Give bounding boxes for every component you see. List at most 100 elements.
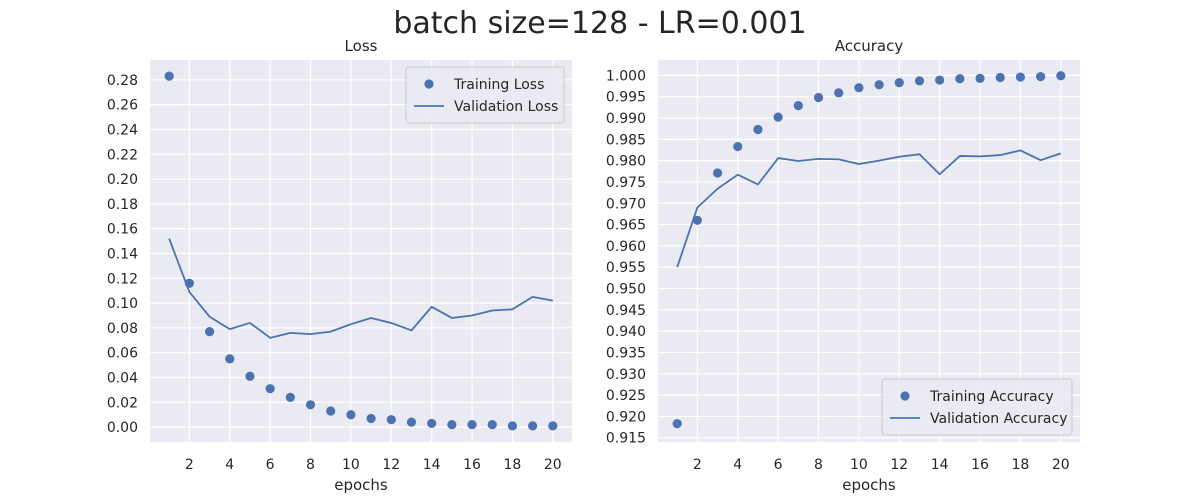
loss-axes: 0.00 0.02 0.04 0.06 0.08 0.10 0.12 0.14 0.16 0.18… <box>107 37 572 494</box>
loss-training-point <box>265 384 275 394</box>
loss-ytick-label: 0.20 <box>107 172 138 188</box>
loss-xtick-label: 16 <box>463 457 481 473</box>
accuracy-legend-marker-swatch <box>900 391 910 401</box>
loss-xtick-label: 14 <box>423 457 441 473</box>
loss-xtick-label: 4 <box>225 457 234 473</box>
accuracy-ytick-label: 0.940 <box>606 324 646 340</box>
loss-training-point <box>467 420 477 430</box>
loss-ytick-label: 0.16 <box>107 222 138 238</box>
loss-xtick-label: 6 <box>266 457 275 473</box>
loss-training-point <box>406 417 417 427</box>
accuracy-xtick-label: 6 <box>774 457 783 473</box>
accuracy-legend-label: Validation Accuracy <box>930 411 1068 427</box>
accuracy-xtick-label: 8 <box>814 457 823 473</box>
loss-training-point <box>225 354 235 364</box>
loss-ytick-label: 0.02 <box>107 395 138 411</box>
accuracy-training-point <box>793 101 803 111</box>
loss-training-point <box>528 421 538 431</box>
accuracy-ytick-label: 0.915 <box>606 431 646 447</box>
loss-legend-box <box>405 66 565 124</box>
accuracy-training-point <box>733 141 743 152</box>
accuracy-training-point <box>1036 72 1046 82</box>
loss-ytick-label: 0.04 <box>107 371 138 387</box>
accuracy-training-point <box>672 419 682 429</box>
loss-ytick-label: 0.18 <box>107 197 138 213</box>
accuracy-training-point <box>773 112 783 122</box>
loss-xtick-label: 10 <box>342 457 360 473</box>
loss-training-point <box>427 418 437 428</box>
accuracy-xtick-label: 10 <box>850 457 868 473</box>
accuracy-xlabel: epochs <box>842 476 896 494</box>
accuracy-xtick-label: 16 <box>971 457 989 473</box>
loss-legend: Training Loss Validation Loss <box>405 66 565 124</box>
figure-suptitle: batch size=128 - LR=0.001 <box>393 6 806 41</box>
accuracy-ytick-label: 0.990 <box>606 111 646 127</box>
loss-legend-label: Training Loss <box>453 77 544 93</box>
accuracy-training-point <box>975 73 985 83</box>
loss-training-point <box>366 413 376 424</box>
accuracy-ytick-label: 0.920 <box>606 409 646 425</box>
accuracy-training-point <box>955 74 965 84</box>
loss-xtick-label: 8 <box>306 457 315 473</box>
accuracy-legend-label: Training Accuracy <box>929 389 1054 405</box>
accuracy-title: Accuracy <box>835 37 904 55</box>
loss-xtick-label: 2 <box>185 457 194 473</box>
accuracy-xtick-label: 2 <box>693 457 702 473</box>
accuracy-training-point <box>995 72 1005 83</box>
loss-training-point <box>447 420 457 430</box>
loss-ytick-label: 0.24 <box>107 122 138 138</box>
loss-validation-line <box>168 238 553 339</box>
loss-legend-label: Validation Loss <box>454 99 558 115</box>
loss-xlabel: epochs <box>334 476 388 494</box>
loss-ytick-label: 0.22 <box>107 147 138 163</box>
loss-ytick-label: 0.14 <box>107 246 138 262</box>
accuracy-training-point <box>834 88 844 98</box>
accuracy-ytick-label: 0.950 <box>606 282 646 298</box>
loss-ytick-label: 0.28 <box>107 73 138 89</box>
accuracy-ytick-label: 0.980 <box>606 154 646 170</box>
accuracy-plot-background <box>658 60 1080 442</box>
accuracy-legend-box <box>881 378 1073 436</box>
loss-training-point <box>164 71 174 81</box>
accuracy-training-point <box>1056 71 1066 81</box>
loss-legend-marker-swatch <box>424 79 434 89</box>
accuracy-ytick-label: 1.000 <box>606 68 646 84</box>
loss-xtick-label: 20 <box>544 457 562 473</box>
accuracy-xtick-label: 14 <box>931 457 949 473</box>
loss-ytick-label: 0.08 <box>107 321 138 337</box>
accuracy-ytick-label: 0.935 <box>606 345 646 361</box>
loss-xtick-label: 18 <box>504 457 522 473</box>
loss-training-point <box>487 420 497 430</box>
accuracy-validation-line <box>676 149 1062 268</box>
accuracy-ytick-label: 0.985 <box>606 132 646 148</box>
loss-ytick-label: 0.12 <box>107 271 138 287</box>
accuracy-training-point <box>753 124 763 135</box>
accuracy-xtick-label: 18 <box>1012 457 1030 473</box>
loss-ytick-label: 0.10 <box>107 296 138 312</box>
loss-plot-background <box>150 60 572 442</box>
accuracy-ytick-label: 0.945 <box>606 303 646 319</box>
accuracy-training-point <box>1015 72 1026 82</box>
accuracy-legend: Training Accuracy Validation Accuracy <box>881 378 1073 436</box>
accuracy-axes: 0.915 0.920 0.925 0.930 0.935 0.940 0.945 0.950… <box>606 37 1080 494</box>
accuracy-xtick-label: 4 <box>733 457 742 473</box>
loss-training-point <box>507 421 518 431</box>
loss-ytick-label: 0.06 <box>107 346 138 362</box>
accuracy-training-point <box>712 168 723 178</box>
loss-training-point <box>305 400 316 410</box>
loss-ytick-label: 0.26 <box>107 98 138 114</box>
loss-training-point <box>346 410 356 420</box>
accuracy-ytick-label: 0.995 <box>606 90 646 106</box>
loss-training-point <box>326 406 336 416</box>
loss-xtick-label: 12 <box>382 457 400 473</box>
accuracy-ytick-label: 0.960 <box>606 239 646 255</box>
accuracy-ytick-label: 0.925 <box>606 388 646 404</box>
accuracy-xtick-label: 12 <box>890 457 908 473</box>
accuracy-ytick-label: 0.965 <box>606 218 646 234</box>
loss-title: Loss <box>345 37 378 55</box>
accuracy-ytick-label: 0.975 <box>606 175 646 191</box>
loss-training-point <box>548 421 558 431</box>
loss-ytick-label: 0.00 <box>107 420 138 436</box>
accuracy-ytick-label: 0.970 <box>606 196 646 212</box>
